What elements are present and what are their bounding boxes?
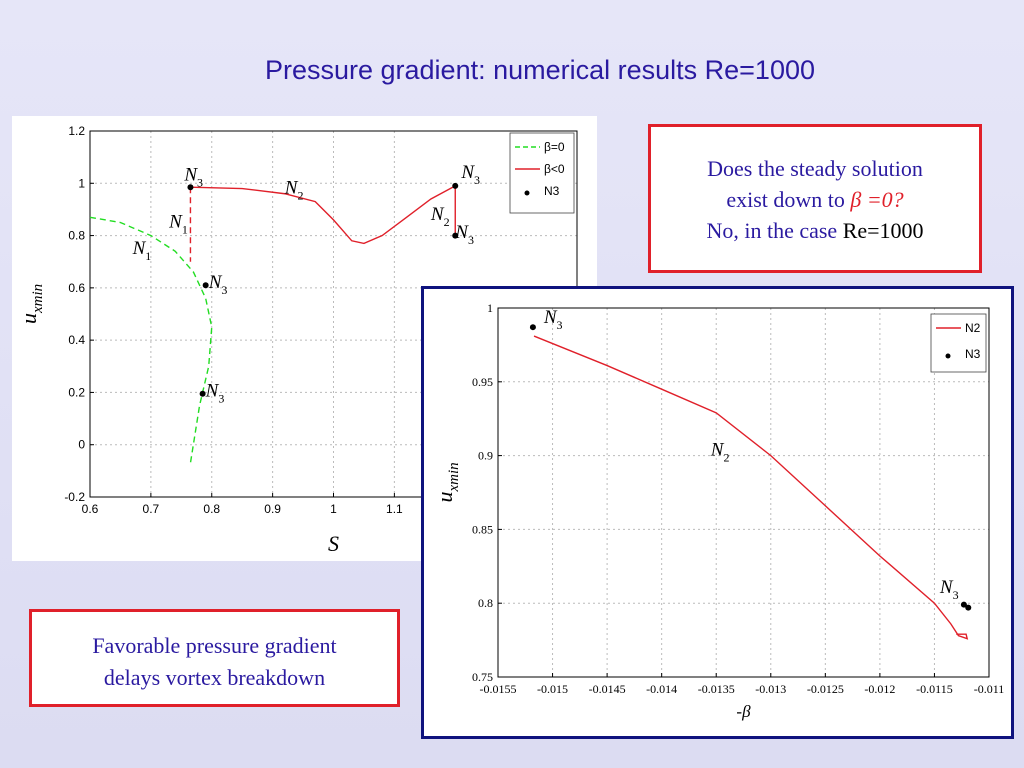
legend-swatch-2 bbox=[524, 190, 530, 196]
legend-entry-1: N3 bbox=[965, 347, 981, 361]
y-axis-label: uxmin bbox=[16, 284, 46, 324]
marker-point-1 bbox=[960, 601, 967, 608]
x-tick-label: 0.8 bbox=[203, 502, 220, 516]
x-tick-label: -0.0125 bbox=[807, 682, 844, 696]
annotation-7: N3 bbox=[460, 162, 480, 187]
x-axis-label: -β bbox=[736, 702, 751, 721]
marker-point-2 bbox=[965, 604, 972, 611]
y-tick-label: 0 bbox=[78, 438, 85, 452]
x-tick-label: -0.013 bbox=[755, 682, 786, 696]
y-tick-label: 0.8 bbox=[68, 229, 85, 243]
chart-s-svg: 0.6 0.7 0.8 0.9 1 1.1-0.200.20.40.60.811.2N3N… bbox=[16, 124, 578, 556]
annotation-2: N3 bbox=[939, 577, 959, 602]
y-tick-label: 0.4 bbox=[68, 333, 85, 347]
x-tick-label: 0.6 bbox=[82, 502, 99, 516]
annotation-3: N2 bbox=[284, 178, 304, 203]
annotation-1: N1 bbox=[168, 212, 188, 237]
axes-frame bbox=[497, 307, 990, 678]
x-tick-label: 1 bbox=[330, 502, 337, 516]
x-tick-label: -0.0155 bbox=[480, 682, 517, 696]
legend-entry-1: β<0 bbox=[544, 162, 565, 176]
x-tick-label: -0.0115 bbox=[916, 682, 953, 696]
x-tick-label: -0.0135 bbox=[698, 682, 735, 696]
answer-line-a: No, in the case bbox=[706, 218, 843, 243]
annotation-0: N3 bbox=[183, 165, 203, 190]
answer-line-b: Re=1000 bbox=[842, 218, 924, 243]
favorable-line2: delays vortex breakdown bbox=[103, 665, 326, 690]
chart-beta-plot: -0.0155 -0.015 -0.0145 -0.014 -0.0135 -0.013-… bbox=[421, 286, 1014, 739]
beta-zero: β =0? bbox=[850, 187, 904, 212]
x-axis-label: S bbox=[328, 531, 339, 556]
legend-swatch-1 bbox=[945, 353, 951, 359]
x-tick-label: 0.7 bbox=[143, 502, 160, 516]
question-line2: exist down to bbox=[726, 187, 851, 212]
slide-title: Pressure gradient: numerical results Re=… bbox=[264, 55, 816, 85]
y-tick-label: 0.2 bbox=[68, 385, 85, 399]
marker-point-2 bbox=[199, 390, 206, 397]
marker-point-1 bbox=[202, 282, 209, 289]
favorable-line1: Favorable pressure gradient bbox=[92, 633, 337, 658]
legend-entry-2: N3 bbox=[544, 184, 560, 198]
x-tick-label: -0.012 bbox=[864, 682, 895, 696]
y-tick-label: 0.9 bbox=[478, 449, 493, 463]
y-tick-label: 0.85 bbox=[472, 522, 493, 536]
legend-entry-0: β=0 bbox=[544, 140, 565, 154]
series-line-1 bbox=[190, 185, 456, 245]
x-tick-label: -0.015 bbox=[537, 682, 568, 696]
x-tick-label: -0.014 bbox=[646, 682, 677, 696]
annotation-2: N1 bbox=[132, 238, 152, 263]
annotation-6: N2 bbox=[430, 204, 450, 229]
chart-beta-svg: -0.0155 -0.015 -0.0145 -0.014 -0.0135 -0.013-… bbox=[432, 301, 1005, 721]
marker-point-0 bbox=[187, 184, 194, 191]
annotation-0: N3 bbox=[543, 307, 563, 332]
y-tick-label: -0.2 bbox=[64, 490, 85, 504]
annotation-1: N2 bbox=[710, 440, 730, 465]
annotation-5: N3 bbox=[205, 380, 225, 405]
marker-point-4 bbox=[452, 232, 459, 239]
marker-point-3 bbox=[452, 182, 459, 189]
legend-entry-0: N2 bbox=[965, 321, 981, 335]
y-tick-label: 0.95 bbox=[472, 375, 493, 389]
y-tick-label: 1.2 bbox=[68, 124, 85, 138]
y-axis-label: uxmin bbox=[432, 462, 462, 502]
legend-box bbox=[509, 132, 575, 214]
y-tick-label: 1 bbox=[487, 301, 493, 315]
annotation-8: N3 bbox=[454, 222, 474, 247]
series-line-0 bbox=[89, 216, 213, 464]
marker-point-0 bbox=[529, 324, 536, 331]
y-tick-label: 0.75 bbox=[472, 670, 493, 684]
y-tick-label: 1 bbox=[78, 176, 85, 190]
favorable-box: Favorable pressure gradient delays vorte… bbox=[29, 609, 400, 707]
x-tick-label: -0.011 bbox=[974, 682, 1005, 696]
annotation-4: N3 bbox=[208, 272, 228, 297]
y-tick-label: 0.6 bbox=[68, 281, 85, 295]
x-tick-label: -0.0145 bbox=[589, 682, 626, 696]
legend-box bbox=[930, 313, 987, 373]
question-box: Does the steady solution exist down to β… bbox=[648, 124, 982, 273]
x-tick-label: 1.1 bbox=[386, 502, 403, 516]
question-line1: Does the steady solution bbox=[707, 156, 923, 181]
y-tick-label: 0.8 bbox=[478, 596, 493, 610]
x-tick-label: 0.9 bbox=[264, 502, 281, 516]
series-line-0 bbox=[533, 335, 969, 640]
